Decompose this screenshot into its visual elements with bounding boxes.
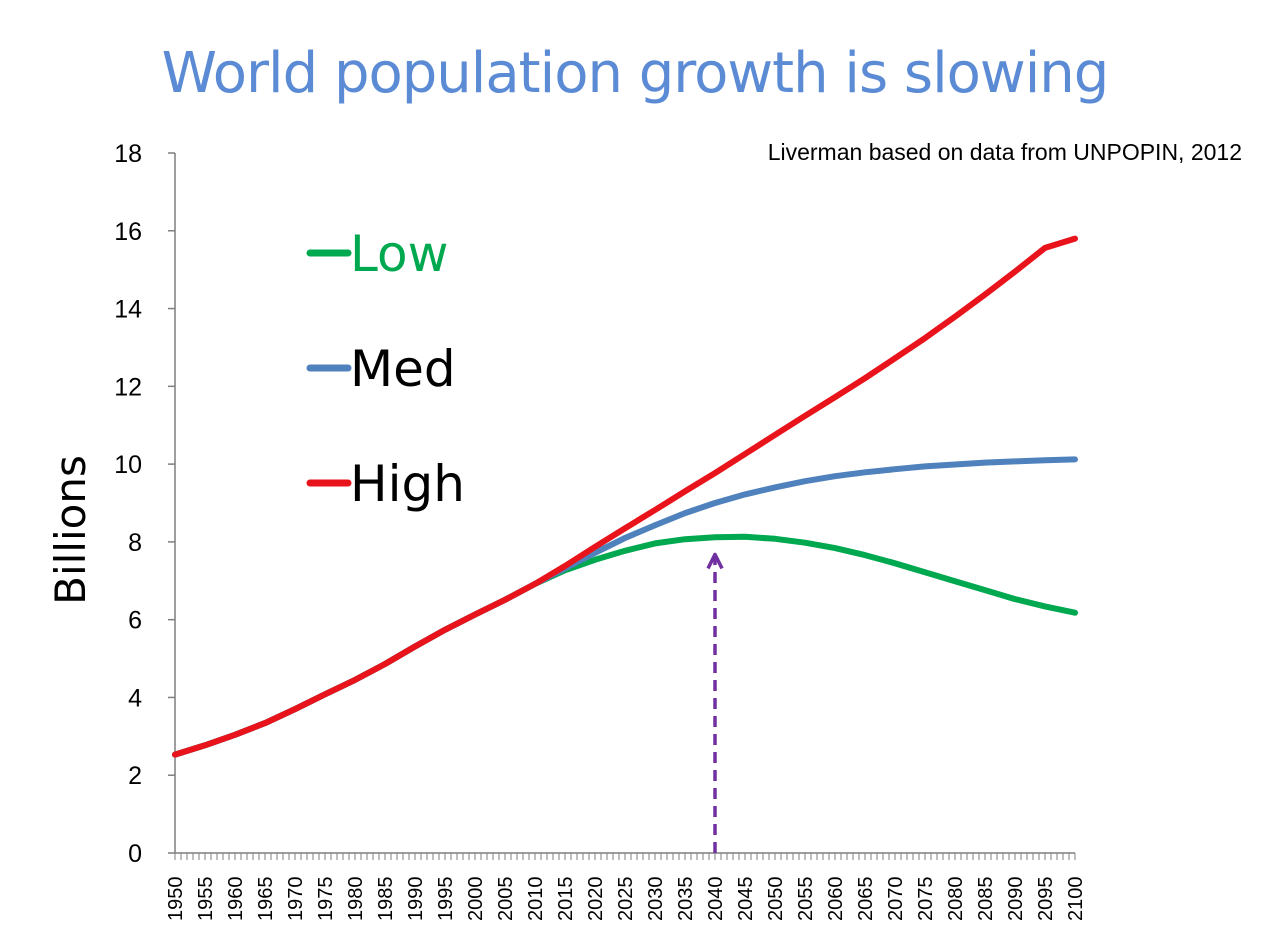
x-tick-label: 1955	[195, 877, 217, 922]
x-tick-label: 1980	[345, 877, 367, 922]
x-axis-ticks: 1950 1955 1960 1965 1970 1975 1980 1985 1990 1995…	[165, 853, 1087, 921]
series-layer	[172, 235, 1078, 758]
y-tick-label: 18	[114, 140, 142, 168]
legend-label-high: High	[350, 455, 465, 513]
x-tick-label: 1970	[285, 877, 307, 922]
x-tick-label: 2000	[465, 877, 487, 922]
x-tick-label: 2040	[705, 877, 727, 922]
x-tick-label: 2030	[645, 877, 667, 922]
y-axis-title: Billions	[46, 455, 95, 605]
x-tick-label: 1990	[405, 877, 427, 922]
x-tick-label: 2035	[675, 877, 697, 922]
x-tick-label: 2005	[495, 877, 517, 922]
x-tick-label: 2060	[825, 877, 847, 922]
x-tick-label: 2090	[1005, 877, 1027, 922]
x-tick-label: 2065	[855, 877, 877, 922]
annotation-layer	[706, 552, 724, 853]
x-tick-label: 1985	[375, 877, 397, 922]
x-tick-label: 2080	[945, 877, 967, 922]
y-tick-label: 4	[128, 684, 142, 712]
x-tick-label: 1965	[255, 877, 277, 922]
x-tick-label: 2010	[525, 877, 547, 922]
y-tick-label: 2	[128, 762, 142, 790]
chart-axes	[174, 153, 1075, 854]
peak-arrow-head	[706, 552, 724, 570]
x-tick-label: 2070	[885, 877, 907, 922]
x-tick-label: 1960	[225, 877, 247, 922]
x-tick-label: 1995	[435, 877, 457, 922]
series-line-high	[172, 235, 1078, 758]
x-tick-label: 2020	[585, 877, 607, 922]
y-tick-label: 6	[128, 607, 142, 635]
x-tick-label: 2050	[765, 877, 787, 922]
x-tick-label: 2085	[975, 877, 997, 922]
x-tick-label: 2045	[735, 877, 757, 922]
x-tick-label: 2095	[1035, 877, 1057, 922]
y-tick-label: 14	[114, 296, 142, 324]
x-tick-label: 2075	[915, 877, 937, 922]
series-line-low	[172, 533, 1078, 758]
legend: Low Med High	[306, 225, 465, 513]
legend-label-med: Med	[350, 340, 456, 398]
x-tick-label: 1950	[165, 877, 187, 922]
x-tick-label: 2025	[615, 877, 637, 922]
source-note: Liverman based on data from UNPOPIN, 201…	[767, 139, 1242, 165]
slide-title: World population growth is slowing	[161, 41, 1110, 106]
y-axis-ticks: 0 2 4 6 8 10 12 14 16 18	[114, 140, 175, 868]
series-line-med	[172, 456, 1078, 758]
x-tick-label: 2015	[555, 877, 577, 922]
legend-label-low: Low	[350, 225, 448, 283]
y-tick-label: 16	[114, 218, 142, 246]
y-tick-label: 10	[114, 451, 142, 479]
x-tick-label: 2100	[1065, 877, 1087, 922]
y-tick-label: 8	[128, 529, 142, 557]
y-tick-label: 0	[128, 840, 142, 868]
y-tick-label: 12	[114, 373, 142, 401]
x-tick-label: 1975	[315, 877, 337, 922]
x-tick-label: 2055	[795, 877, 817, 922]
